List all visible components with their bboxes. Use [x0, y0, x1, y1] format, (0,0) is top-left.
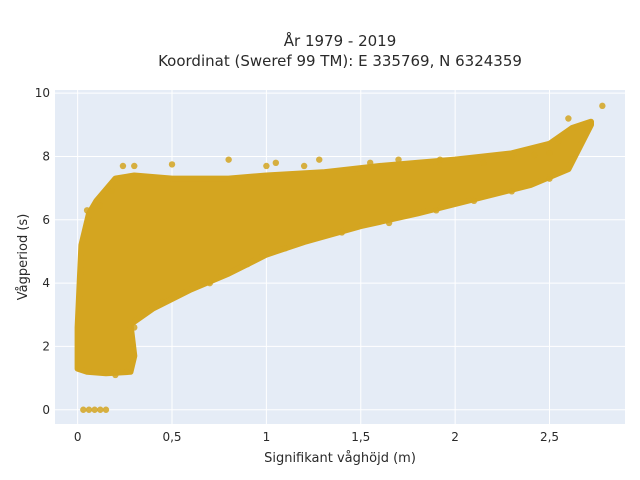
scatter-point	[433, 207, 440, 214]
scatter-point	[91, 406, 98, 413]
scatter-point	[80, 406, 87, 413]
scatter-point	[108, 188, 115, 195]
scatter-point	[385, 219, 393, 227]
y-tick-label: 4	[42, 276, 50, 290]
scatter-point	[546, 150, 553, 157]
scatter-point	[123, 368, 130, 375]
scatter-point	[546, 175, 553, 182]
scatter-point	[300, 162, 308, 170]
scatter-point	[282, 245, 289, 252]
scatter-point	[119, 162, 127, 170]
scatter-point	[225, 156, 232, 163]
scatter-point	[97, 406, 104, 413]
scatter-point	[366, 159, 374, 167]
scatter-point	[436, 156, 444, 163]
scatter-point	[168, 161, 176, 168]
scatter-point	[131, 324, 138, 331]
x-axis-label: Signifikant våghöjd (m)	[264, 451, 416, 466]
scatter-point	[508, 188, 515, 195]
y-tick-label: 8	[42, 149, 50, 163]
y-tick-label: 2	[42, 339, 50, 353]
scatter-point	[85, 406, 93, 413]
scatter-point	[159, 298, 166, 306]
scatter-point	[531, 151, 538, 159]
x-tick-label: 0,5	[162, 430, 181, 444]
scatter-point	[97, 202, 104, 209]
scatter-point	[470, 197, 478, 205]
scatter-point	[102, 406, 110, 413]
x-tick-label: 2,5	[540, 430, 559, 444]
y-tick-label: 10	[35, 86, 50, 100]
scatter-point	[395, 156, 402, 163]
tick-labels: 0 0,5 1 1,5 2 2,5 0 2 4 6 8 10	[35, 86, 559, 444]
scatter-point	[508, 153, 515, 160]
x-tick-label: 0	[74, 430, 82, 444]
scatter-point	[599, 102, 606, 110]
scatter-point	[584, 124, 591, 132]
chart-subtitle: Koordinat (Sweref 99 TM): E 335769, N 63…	[158, 52, 522, 70]
scatter-point	[83, 207, 91, 214]
y-tick-label: 6	[42, 213, 50, 227]
scatter-point	[206, 279, 213, 287]
scatter-point	[131, 162, 138, 170]
scatter-point	[338, 229, 346, 236]
chart-title: År 1979 - 2019	[284, 31, 397, 50]
y-axis-label: Vågperiod (s)	[16, 214, 31, 301]
scatter-point	[565, 115, 572, 122]
data-layer	[74, 102, 606, 413]
scatter-point	[480, 159, 487, 167]
x-tick-label: 2	[451, 430, 459, 444]
x-tick-label: 1,5	[351, 430, 370, 444]
scatter-point	[112, 371, 119, 379]
scatter-point	[272, 159, 280, 167]
scatter-point	[316, 156, 323, 163]
x-tick-label: 1	[263, 430, 271, 444]
scatter-point	[555, 137, 563, 144]
scatter-point	[244, 260, 251, 268]
y-tick-label: 0	[42, 403, 50, 417]
scatter-point	[263, 162, 270, 170]
